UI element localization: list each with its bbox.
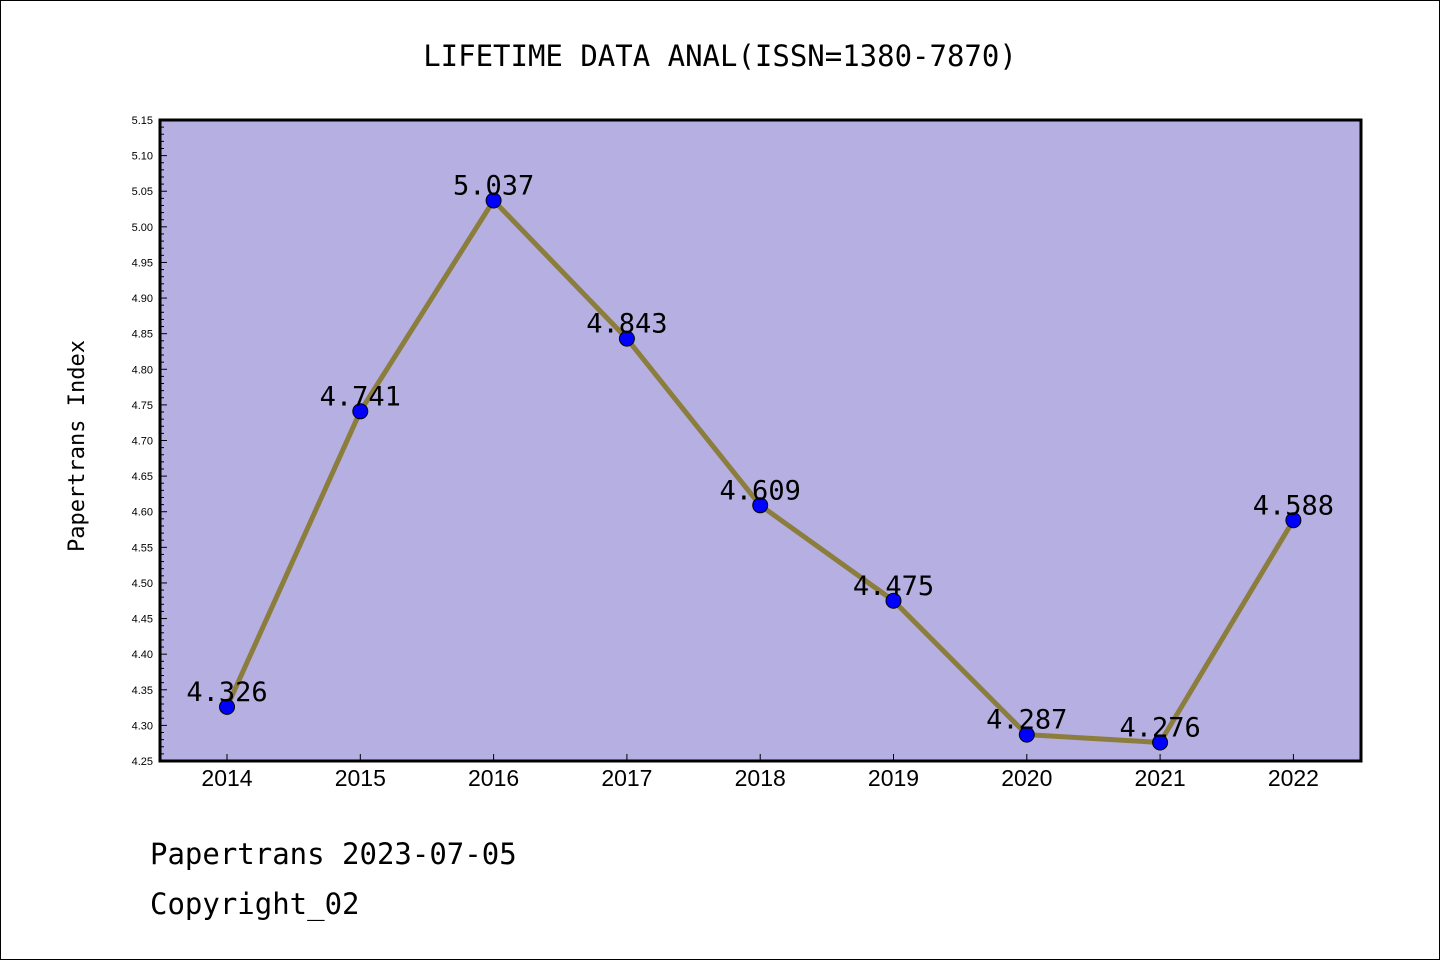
y-tick-label: 4.25: [132, 756, 153, 768]
x-tick-label: 2016: [468, 765, 519, 791]
y-tick-label: 4.70: [132, 436, 153, 448]
y-tick-label: 4.45: [132, 614, 153, 626]
y-axis-label: Papertrans Index: [65, 340, 90, 552]
data-point: [219, 698, 235, 715]
data-point: [618, 330, 635, 347]
data-points: [219, 192, 1302, 751]
data-label: 4.843: [586, 309, 667, 340]
y-tick-label: 4.60: [132, 507, 153, 519]
data-point: [1285, 512, 1302, 529]
y-tick-label: 4.40: [132, 649, 153, 661]
data-label: 4.287: [986, 705, 1067, 736]
y-tick-label: 5.10: [132, 151, 153, 163]
data-point: [885, 592, 902, 609]
data-label: 4.609: [720, 475, 801, 506]
x-tick-label: 2017: [601, 765, 652, 791]
y-tick-label: 5.15: [132, 115, 153, 127]
plot-border: [158, 118, 1363, 763]
x-tick-label: 2022: [1268, 765, 1319, 791]
data-point: [1152, 734, 1169, 751]
data-label: 4.741: [320, 381, 401, 412]
x-tick-label: 2018: [735, 765, 786, 791]
data-label: 5.037: [453, 170, 534, 201]
data-label: 4.475: [853, 571, 934, 602]
data-label: 4.326: [186, 677, 267, 708]
y-tick-label: 4.75: [132, 400, 153, 412]
data-point: [1018, 726, 1035, 743]
y-tick-label: 4.55: [132, 542, 153, 554]
data-label: 4.588: [1253, 490, 1334, 521]
chart-title: LIFETIME DATA ANAL(ISSN=1380-7870): [423, 39, 1017, 73]
y-tick-label: 4.65: [132, 471, 153, 483]
x-tick-label: 2020: [1001, 765, 1052, 791]
x-axis-ticks: 2014 2015 2016 2017 2018 2019 2020 2021 2022: [201, 754, 1319, 791]
data-point: [752, 497, 769, 514]
data-point: [485, 192, 502, 209]
y-tick-label: 4.35: [132, 685, 153, 697]
data-label: 4.276: [1119, 712, 1200, 743]
y-tick-label: 4.80: [132, 364, 153, 376]
x-tick-label: 2021: [1135, 765, 1186, 791]
y-tick-label: 4.30: [132, 720, 153, 732]
footer-date: Papertrans 2023-07-05: [150, 837, 517, 871]
y-tick-label: 5.00: [132, 222, 153, 234]
y-tick-label: 5.05: [132, 186, 153, 198]
y-axis-ticks: 4.25 4.30 4.35 4.40 4.45 4.50 4.55 4.60 4.65 4.70…: [132, 115, 167, 768]
plot-area: [160, 120, 1361, 761]
x-tick-label: 2015: [335, 765, 386, 791]
y-tick-label: 4.90: [132, 293, 153, 305]
y-tick-label: 4.95: [132, 257, 153, 269]
x-tick-label: 2014: [201, 765, 252, 791]
y-tick-label: 4.85: [132, 329, 153, 341]
data-labels: 4.326 4.741 5.037 4.843 4.609 4.475 4.287 4.276…: [186, 170, 1334, 743]
footer-copyright: Copyright_02: [150, 887, 360, 922]
y-tick-label: 4.50: [132, 578, 153, 590]
data-point: [352, 403, 369, 420]
x-tick-label: 2019: [868, 765, 919, 791]
